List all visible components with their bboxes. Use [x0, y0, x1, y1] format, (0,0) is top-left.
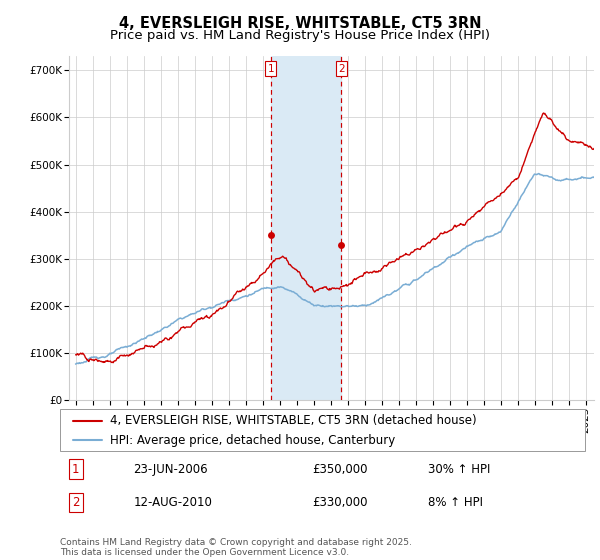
Text: 12-AUG-2010: 12-AUG-2010 [133, 496, 212, 509]
Bar [271, 56, 341, 400]
Text: Contains HM Land Registry data © Crown copyright and database right 2025.
This d: Contains HM Land Registry data © Crown c… [60, 538, 412, 557]
Text: 8% ↑ HPI: 8% ↑ HPI [427, 496, 482, 509]
Text: HPI: Average price, detached house, Canterbury: HPI: Average price, detached house, Cant… [110, 434, 395, 447]
Text: 1: 1 [72, 463, 79, 475]
Text: 2: 2 [338, 64, 344, 73]
Text: 1: 1 [268, 64, 274, 73]
Text: £350,000: £350,000 [312, 463, 367, 475]
Text: 30% ↑ HPI: 30% ↑ HPI [427, 463, 490, 475]
Text: 23-JUN-2006: 23-JUN-2006 [133, 463, 208, 475]
Text: Price paid vs. HM Land Registry's House Price Index (HPI): Price paid vs. HM Land Registry's House … [110, 29, 490, 42]
Text: £330,000: £330,000 [312, 496, 367, 509]
Text: 2: 2 [72, 496, 79, 509]
Text: 4, EVERSLEIGH RISE, WHITSTABLE, CT5 3RN: 4, EVERSLEIGH RISE, WHITSTABLE, CT5 3RN [119, 16, 481, 31]
Text: 4, EVERSLEIGH RISE, WHITSTABLE, CT5 3RN (detached house): 4, EVERSLEIGH RISE, WHITSTABLE, CT5 3RN … [110, 414, 476, 427]
